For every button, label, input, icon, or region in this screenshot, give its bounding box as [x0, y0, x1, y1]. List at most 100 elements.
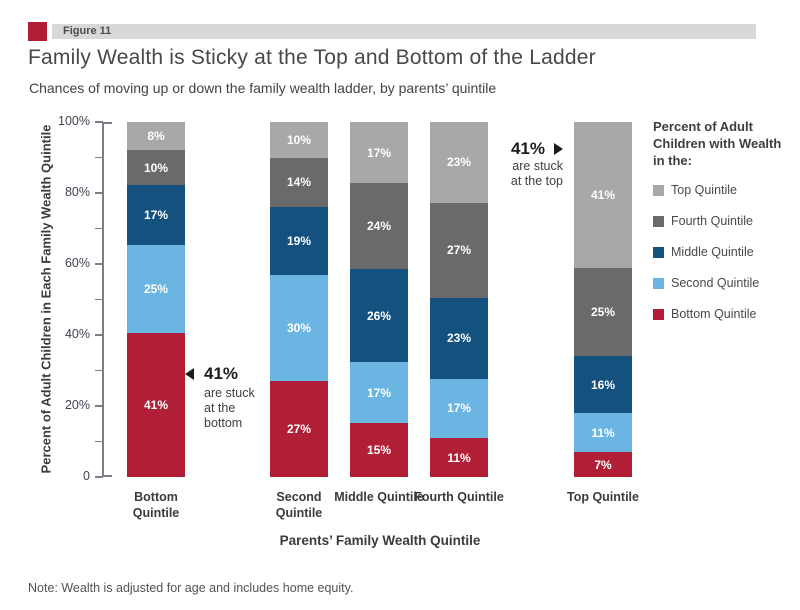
y-tick-label: 80% — [64, 185, 90, 199]
bar-segment-value-label: 26% — [366, 308, 392, 323]
legend-swatch-icon — [653, 246, 664, 258]
bar-segment-value-label: 27% — [446, 243, 472, 258]
bar-segment: 41% — [574, 122, 632, 268]
chart-title: Family Wealth is Sticky at the Top and B… — [28, 46, 596, 69]
bar-segment: 10% — [270, 122, 328, 158]
bar-segment: 27% — [430, 202, 488, 298]
bar-segment-value-label: 41% — [590, 187, 616, 202]
bar-segment: 24% — [350, 183, 408, 270]
y-tick-mark — [95, 227, 103, 230]
x-category-label: Fourth Quintile — [414, 490, 504, 504]
bar-segment: 25% — [127, 245, 185, 333]
annotation-text: at the top — [510, 174, 563, 188]
bar-segment: 25% — [574, 267, 632, 357]
bar-segment-value-label: 10% — [143, 160, 169, 175]
bar-segment-value-label: 15% — [366, 443, 392, 458]
y-tick-label: 0 — [83, 469, 90, 483]
annotation-stuck-at-top: 41% are stuck at the top — [468, 139, 563, 189]
legend-item: Bottom Quintile — [653, 307, 788, 321]
bar-segment-value-label: 17% — [366, 145, 392, 160]
y-axis-top-cap — [103, 122, 112, 124]
y-tick-mark — [95, 156, 103, 159]
bar-segment-value-label: 23% — [446, 155, 472, 170]
bar-segment-value-label: 41% — [143, 397, 169, 412]
bar-segment: 17% — [350, 362, 408, 424]
bar-segment-value-label: 14% — [286, 175, 312, 190]
annotation-value: 41% — [204, 364, 239, 383]
annotation-stuck-at-bottom: 41% are stuck at the bottom — [185, 364, 280, 431]
bar-segment-value-label: 11% — [447, 450, 471, 465]
y-tick-mark — [95, 334, 103, 336]
footnote: Note: Wealth is adjusted for age and inc… — [28, 581, 354, 595]
y-tick-label: 20% — [64, 398, 90, 412]
figure-marker-square — [28, 22, 47, 41]
y-axis-bottom-cap — [103, 475, 112, 477]
figure-label: Figure 11 — [63, 25, 112, 37]
x-category-label: Bottom Quintile — [132, 490, 180, 521]
x-category-label: Second Quintile — [275, 490, 323, 521]
arrow-left-icon — [185, 368, 194, 380]
y-tick-mark — [95, 121, 103, 123]
figure-band: Figure 11 — [52, 24, 756, 39]
y-tick-mark — [95, 192, 103, 194]
annotation-text: are stuck — [204, 386, 255, 400]
arrow-right-icon — [554, 143, 563, 155]
bar-segment: 14% — [270, 157, 328, 208]
bar-segment-value-label: 17% — [446, 401, 472, 416]
legend-item: Fourth Quintile — [653, 214, 788, 228]
bar-segment-value-label: 8% — [147, 129, 165, 144]
bar-segment-value-label: 7% — [594, 457, 612, 472]
bar-segment: 8% — [127, 122, 185, 151]
stacked-bar-second-quintile: 27% 30% 19% 14% 10% — [270, 122, 328, 477]
bar-segment-value-label: 24% — [366, 219, 392, 234]
bar-segment-value-label: 19% — [286, 233, 312, 248]
y-tick-label: 100% — [58, 114, 90, 128]
bar-segment-value-label: 17% — [143, 208, 169, 223]
legend: Percent of Adult Children with Wealth in… — [653, 118, 788, 338]
legend-item-label: Top Quintile — [671, 183, 738, 198]
legend-item-label: Bottom Quintile — [671, 307, 757, 322]
annotation-text: bottom — [204, 416, 243, 430]
x-axis-title: Parents’ Family Wealth Quintile — [279, 533, 481, 548]
annotation-text: are stuck — [512, 159, 563, 173]
bar-segment: 30% — [270, 274, 328, 382]
legend-swatch-icon — [653, 215, 664, 227]
chart-subtitle: Chances of moving up or down the family … — [29, 80, 497, 96]
y-tick-label: 40% — [64, 327, 90, 341]
bar-segment: 19% — [270, 207, 328, 275]
plot-area: 0 20% 40% 60% 80% 100% 41% 25% 17% 10% 8% Bottom Qu… — [58, 114, 643, 520]
legend-item-label: Middle Quintile — [671, 245, 754, 260]
bar-segment-value-label: 16% — [590, 377, 616, 392]
bar-segment-value-label: 10% — [286, 132, 312, 147]
y-tick-mark — [95, 405, 103, 407]
bar-segment: 15% — [350, 423, 408, 477]
y-tick-mark — [95, 476, 103, 478]
stacked-bar-bottom-quintile: 41% 25% 17% 10% 8% — [127, 122, 185, 477]
legend-item-label: Fourth Quintile — [671, 214, 753, 229]
bar-segment: 27% — [270, 381, 328, 477]
legend-item: Second Quintile — [653, 276, 788, 290]
x-category-label: Middle Quintile — [334, 490, 424, 504]
bar-segment: 23% — [430, 122, 488, 203]
y-tick-mark — [95, 263, 103, 265]
legend-title: Percent of Adult Children with Wealth in… — [653, 119, 782, 169]
legend-swatch-icon — [653, 308, 664, 320]
annotation-text: at the — [204, 401, 236, 415]
legend-swatch-icon — [653, 277, 664, 289]
bar-segment: 7% — [574, 452, 632, 477]
stacked-bar-middle-quintile: 15% 17% 26% 24% 17% — [350, 122, 408, 477]
bar-segment-value-label: 17% — [366, 385, 392, 400]
bar-segment: 11% — [574, 413, 632, 453]
bar-segment: 23% — [430, 297, 488, 379]
bar-segment-value-label: 11% — [591, 425, 615, 440]
bar-segment: 17% — [127, 185, 185, 246]
bar-segment: 26% — [350, 269, 408, 363]
y-tick-label: 60% — [64, 256, 90, 270]
bar-segment: 41% — [127, 332, 185, 477]
y-axis-line — [102, 122, 104, 477]
x-category-label: Top Quintile — [567, 490, 639, 504]
bar-segment: 17% — [430, 378, 488, 439]
bar-segment: 10% — [127, 150, 185, 186]
legend-item: Top Quintile — [653, 183, 788, 197]
